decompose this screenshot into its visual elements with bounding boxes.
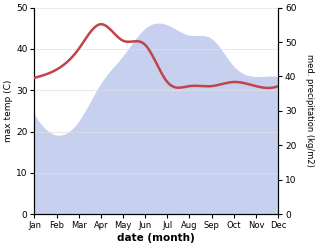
Y-axis label: med. precipitation (kg/m2): med. precipitation (kg/m2) <box>305 54 314 167</box>
Y-axis label: max temp (C): max temp (C) <box>4 80 13 142</box>
X-axis label: date (month): date (month) <box>117 233 195 243</box>
